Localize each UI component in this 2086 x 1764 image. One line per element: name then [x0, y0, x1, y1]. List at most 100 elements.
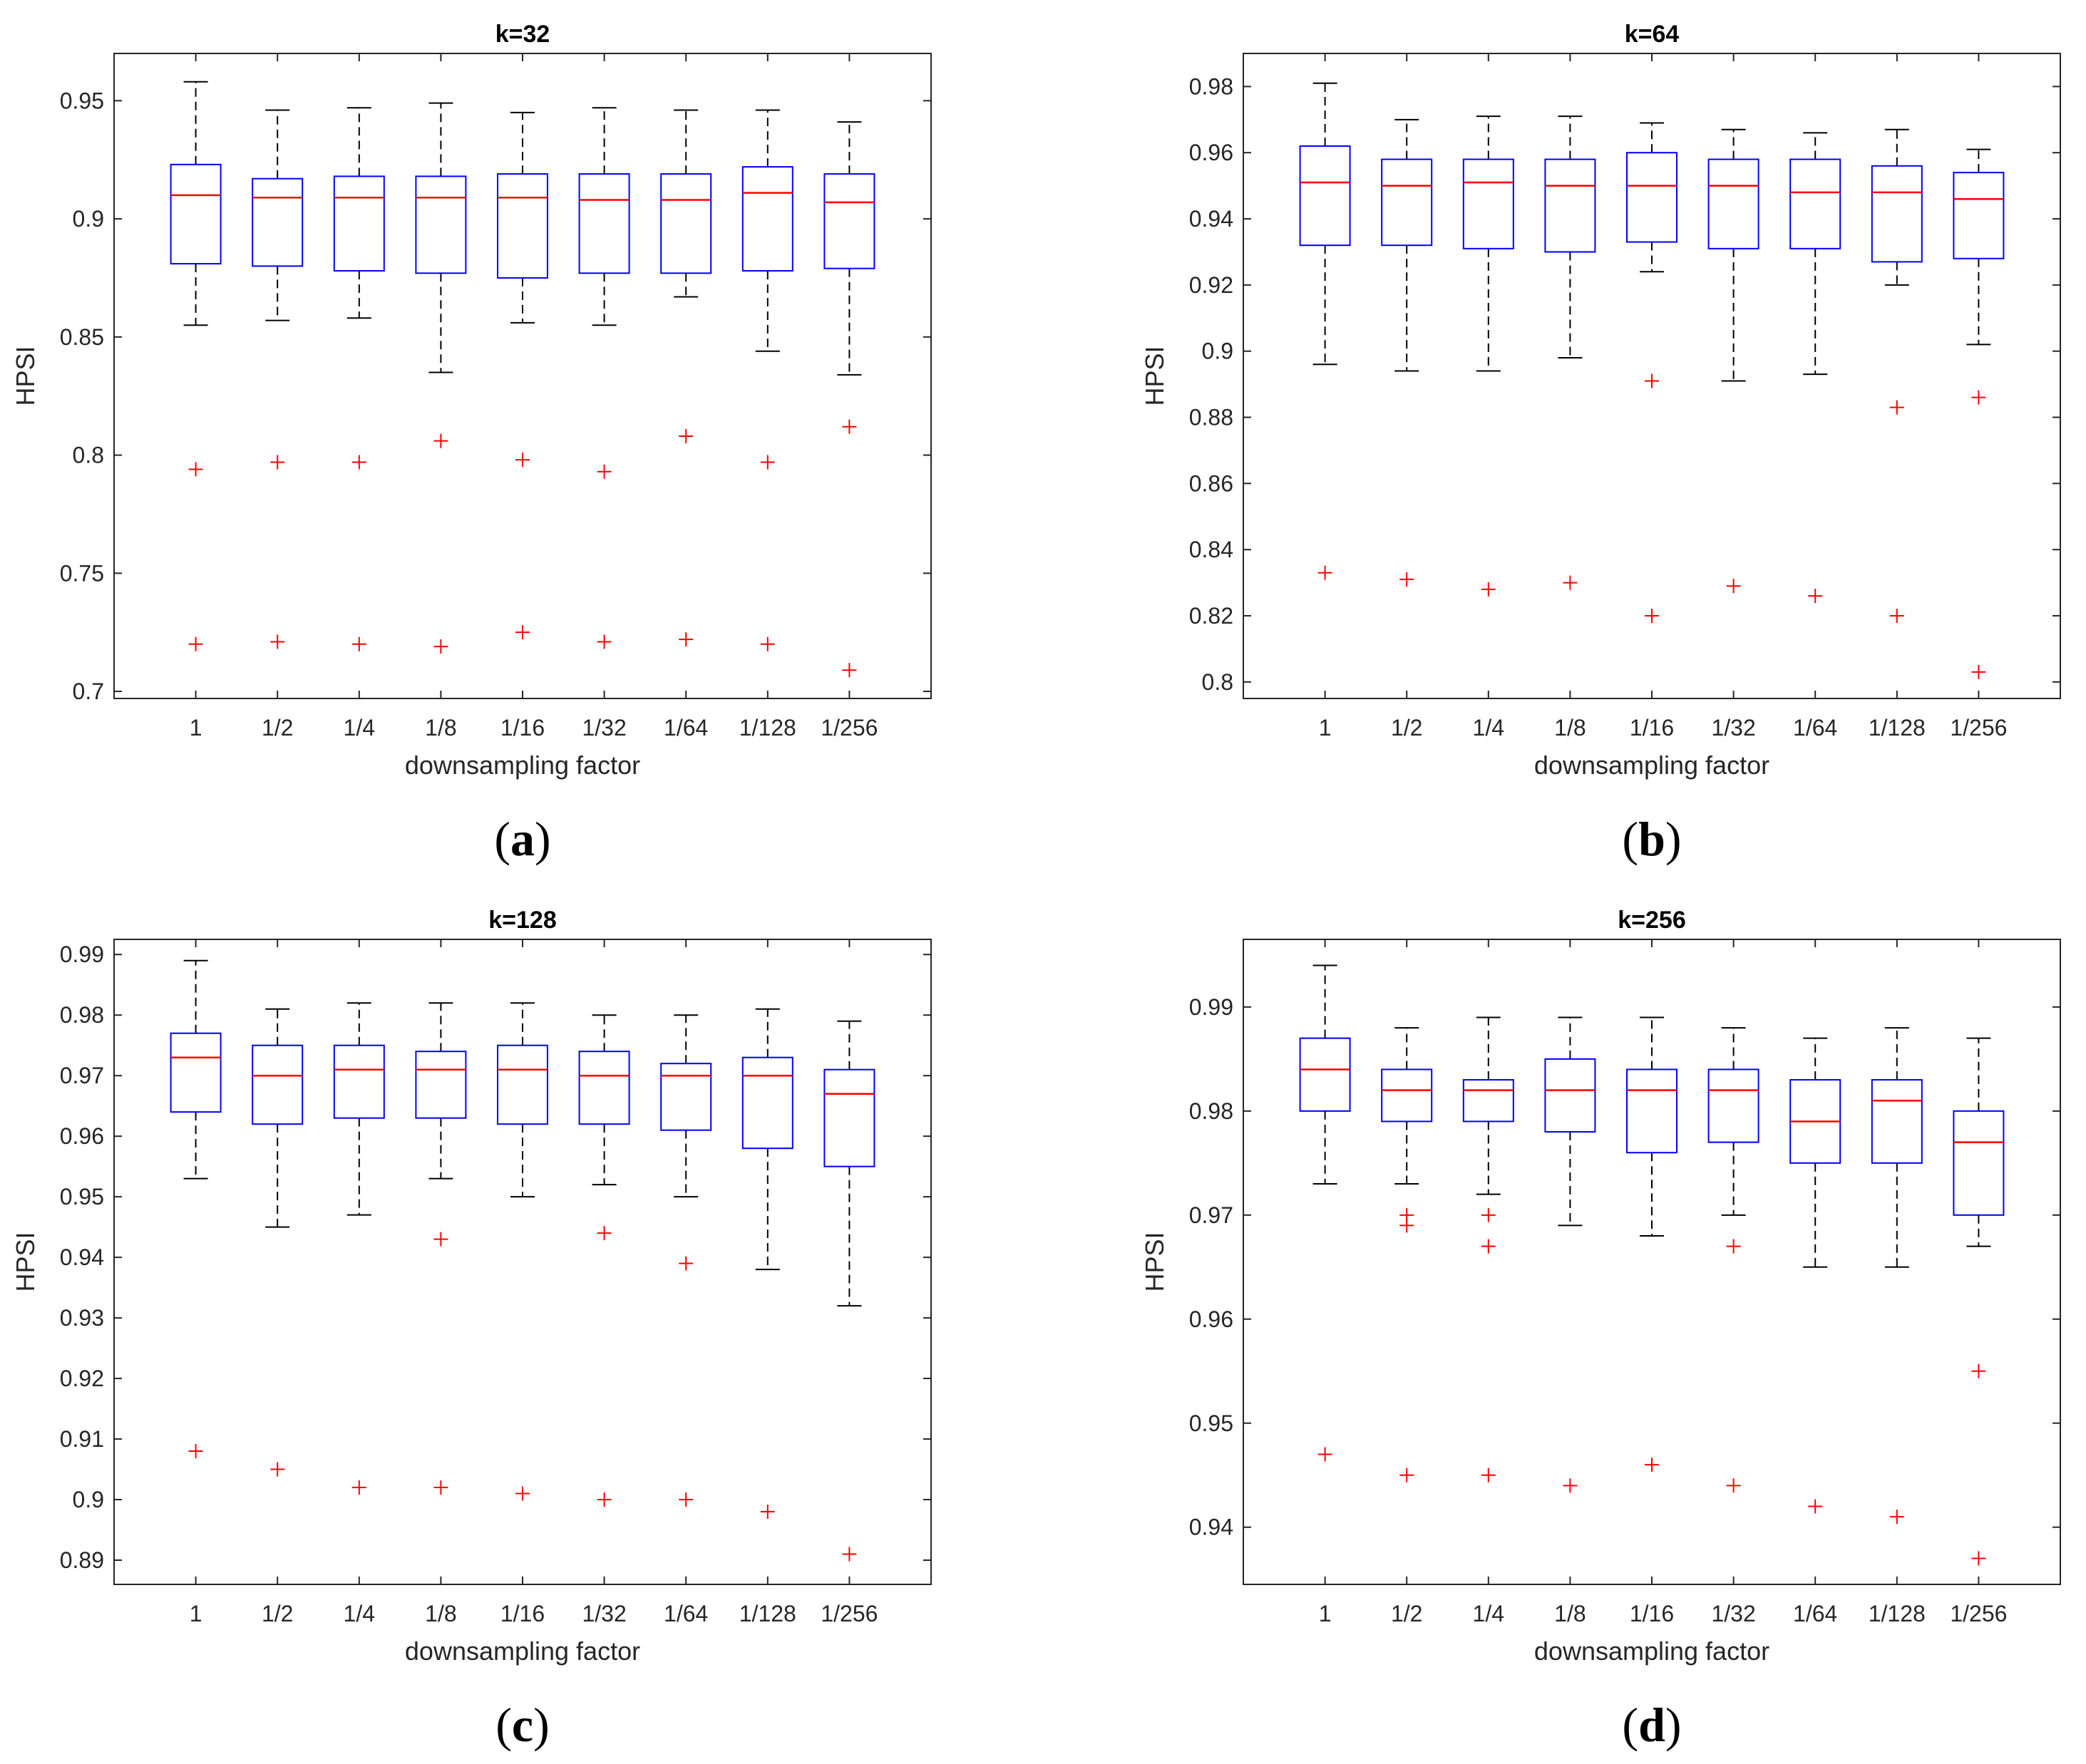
- y-tick-label: 0.88: [1189, 405, 1233, 430]
- box-1/64: [660, 109, 712, 647]
- x-tick-label: 1/32: [1711, 715, 1755, 741]
- subfigure-letter: d: [1638, 1698, 1665, 1752]
- x-tick-label: 1/8: [1554, 715, 1586, 741]
- outlier-marker: [188, 462, 203, 477]
- box-1/2: [252, 109, 304, 649]
- iqr-box: [1544, 1058, 1596, 1133]
- iqr-box: [497, 1044, 548, 1125]
- iqr-box: [578, 173, 630, 274]
- box-1/2: [1381, 1027, 1433, 1482]
- iqr-box: [1299, 145, 1351, 247]
- x-tick-label: 1/256: [821, 715, 878, 741]
- x-tick-label: 1/128: [739, 1601, 796, 1626]
- panel-title: k=128: [488, 907, 557, 934]
- iqr-box: [1626, 1068, 1677, 1154]
- iqr-box: [1789, 158, 1841, 249]
- outlier-marker: [188, 636, 203, 651]
- outlier-marker: [842, 419, 857, 434]
- outlier-marker: [760, 455, 775, 470]
- outlier-marker: [679, 429, 694, 444]
- outlier-marker: [760, 1505, 775, 1520]
- box-1/8: [415, 102, 467, 654]
- box-1/4: [333, 1002, 385, 1495]
- x-tick-label: 1/32: [1711, 1601, 1755, 1626]
- x-tick-label: 1/256: [1950, 715, 2007, 741]
- outlier-marker: [760, 636, 775, 651]
- subfigure-label: (a): [494, 812, 550, 866]
- subfigure-label: (b): [1622, 812, 1681, 866]
- y-tick-label: 0.89: [60, 1547, 104, 1573]
- box-1: [170, 959, 222, 1459]
- iqr-box: [741, 1056, 793, 1150]
- outlier-marker: [842, 663, 857, 678]
- x-tick-label: 1/16: [500, 1601, 545, 1626]
- x-tick-label: 1/2: [1391, 715, 1422, 741]
- y-tick-label: 0.97: [60, 1063, 104, 1088]
- x-tick-label: 1/8: [1554, 1601, 1586, 1626]
- outlier-marker: [1889, 608, 1904, 623]
- box-1/256: [823, 121, 875, 678]
- iqr-box: [741, 166, 793, 272]
- box-1/16: [1626, 122, 1677, 623]
- subfigure-label: (c): [495, 1698, 550, 1752]
- outlier-marker: [1317, 565, 1332, 580]
- y-tick-label: 0.94: [60, 1244, 104, 1270]
- outlier-marker: [1563, 575, 1578, 590]
- y-tick-label: 0.98: [1189, 1098, 1233, 1124]
- y-tick-label: 0.85: [60, 324, 104, 350]
- y-tick-label: 0.8: [73, 443, 104, 468]
- y-tick-label: 0.9: [73, 206, 104, 232]
- outlier-marker: [1481, 1239, 1496, 1254]
- outlier-marker: [188, 1444, 203, 1459]
- box-1/32: [1707, 1027, 1759, 1493]
- y-tick-label: 0.91: [60, 1426, 104, 1452]
- outlier-marker: [433, 433, 448, 448]
- box-1/8: [1544, 115, 1596, 590]
- x-tick-label: 1/64: [664, 715, 708, 741]
- outlier-marker: [270, 634, 285, 649]
- outlier-marker: [1399, 1218, 1414, 1233]
- outlier-marker: [433, 1232, 448, 1247]
- y-tick-label: 0.93: [60, 1305, 104, 1331]
- box-1/2: [1381, 118, 1433, 587]
- x-axis-label: downsampling factor: [405, 751, 640, 780]
- subfigure-label: (d): [1622, 1698, 1681, 1752]
- x-tick-label: 1/8: [425, 1601, 456, 1626]
- x-tick-label: 1/2: [262, 1601, 293, 1626]
- x-tick-label: 1/64: [664, 1601, 708, 1626]
- x-tick-label: 1: [190, 1601, 202, 1626]
- box-1/4: [333, 107, 385, 651]
- outlier-marker: [1481, 1207, 1496, 1222]
- y-tick-label: 0.98: [60, 1002, 104, 1028]
- x-tick-label: 1/8: [425, 715, 456, 741]
- iqr-box: [170, 1032, 222, 1113]
- outlier-marker: [1726, 1478, 1741, 1493]
- iqr-box: [823, 173, 875, 269]
- outlier-marker: [1971, 1551, 1986, 1566]
- x-tick-label: 1/2: [1391, 1601, 1422, 1626]
- iqr-box: [1953, 172, 2005, 259]
- outlier-marker: [1889, 400, 1904, 415]
- y-axis-label: HPSI: [1140, 346, 1169, 406]
- outlier-marker: [1399, 1468, 1414, 1482]
- iqr-box: [1626, 152, 1677, 243]
- box-1/32: [1707, 128, 1759, 594]
- box-1/64: [1789, 132, 1841, 604]
- x-tick-label: 1/128: [739, 715, 796, 741]
- iqr-box: [170, 163, 222, 265]
- subfigure-letter: c: [512, 1698, 533, 1752]
- outlier-marker: [515, 453, 530, 468]
- outlier-marker: [1645, 373, 1659, 388]
- outlier-marker: [1726, 579, 1741, 594]
- x-tick-label: 1: [1319, 1601, 1332, 1626]
- box-1/32: [578, 1014, 630, 1507]
- panel-title: k=32: [495, 21, 550, 48]
- box-1/64: [1789, 1037, 1841, 1514]
- y-tick-label: 0.99: [60, 942, 104, 967]
- outlier-marker: [515, 1486, 530, 1501]
- box-1/16: [497, 111, 548, 640]
- box-1/8: [415, 1002, 467, 1495]
- y-tick-label: 0.95: [60, 1184, 104, 1209]
- x-axis-label: downsampling factor: [1534, 751, 1769, 780]
